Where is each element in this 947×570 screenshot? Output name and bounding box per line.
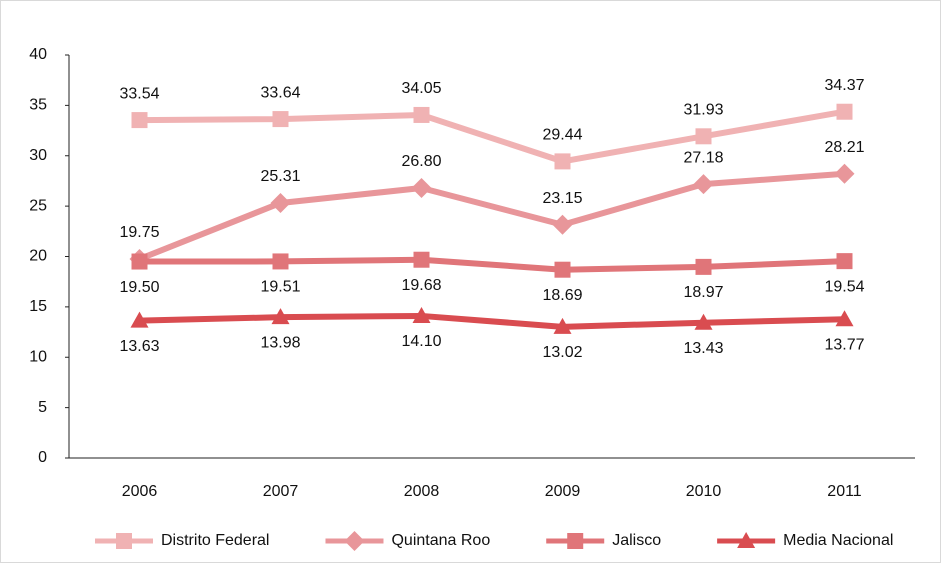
y-tick-label: 40 [29, 46, 47, 63]
data-label: 28.21 [824, 139, 864, 156]
y-tick-label: 0 [38, 449, 47, 466]
data-label: 34.37 [824, 77, 864, 94]
data-point [554, 153, 571, 170]
data-label: 18.69 [542, 287, 582, 304]
data-label: 27.18 [683, 149, 723, 166]
data-label: 31.93 [683, 102, 723, 119]
data-point [272, 253, 289, 270]
data-label: 19.75 [119, 224, 159, 241]
data-label: 19.50 [119, 279, 159, 296]
series-line [139, 108, 846, 165]
legend-label: Jalisco [612, 532, 661, 549]
data-point [272, 111, 289, 128]
series-line [138, 170, 845, 262]
y-tick-label: 5 [38, 399, 47, 416]
x-tick-label: 2009 [545, 483, 581, 500]
data-point [693, 174, 714, 195]
y-tick-label: 25 [29, 197, 47, 214]
data-label: 19.68 [401, 277, 441, 294]
data-label: 26.80 [401, 153, 441, 170]
data-point [834, 163, 855, 184]
x-tick-label: 2011 [827, 483, 862, 500]
y-tick-label: 35 [29, 97, 47, 114]
data-label: 14.10 [401, 333, 441, 350]
data-point [554, 261, 571, 278]
data-label: 23.15 [542, 190, 582, 207]
legend-marker [567, 533, 584, 549]
data-point [552, 214, 573, 235]
legend-label: Distrito Federal [161, 532, 269, 549]
series-line [139, 312, 845, 330]
data-label: 19.54 [824, 278, 864, 295]
y-tick-label: 10 [29, 348, 47, 365]
data-label: 13.77 [824, 336, 864, 353]
data-point [695, 128, 712, 145]
data-point [131, 112, 148, 129]
data-point [271, 308, 290, 325]
data-label: 18.97 [683, 284, 723, 301]
data-point [836, 253, 853, 270]
y-tick-label: 30 [29, 147, 47, 164]
x-tick-label: 2010 [686, 483, 722, 500]
x-tick-label: 2008 [404, 483, 440, 500]
y-tick-label: 15 [29, 298, 47, 315]
data-label: 29.44 [542, 127, 582, 144]
x-tick-label: 2007 [263, 483, 299, 500]
data-label: 13.02 [542, 344, 582, 361]
series-line [139, 256, 845, 273]
data-point [413, 251, 430, 268]
data-point [695, 258, 712, 275]
data-label: 19.51 [260, 279, 300, 296]
data-point [411, 177, 432, 198]
data-label: 13.43 [683, 340, 723, 357]
data-label: 34.05 [401, 80, 441, 97]
data-point [412, 306, 431, 323]
x-tick-label: 2006 [122, 483, 158, 500]
data-point [553, 317, 572, 334]
data-point [835, 310, 854, 327]
data-point [130, 311, 149, 328]
data-point [270, 193, 291, 214]
data-label: 33.54 [119, 85, 159, 102]
data-label: 33.64 [260, 84, 300, 101]
data-label: 25.31 [260, 168, 300, 185]
data-label: 13.63 [119, 338, 159, 355]
data-point [694, 313, 713, 330]
data-point [836, 103, 853, 120]
legend-marker [116, 533, 132, 549]
legend-marker [737, 532, 756, 548]
legend-label: Quintana Roo [391, 532, 490, 549]
legend-marker [344, 531, 365, 551]
data-point [413, 106, 430, 123]
legend-label: Media Nacional [783, 532, 893, 549]
y-tick-label: 20 [29, 248, 47, 265]
data-point [131, 253, 148, 270]
data-label: 13.98 [260, 334, 300, 351]
